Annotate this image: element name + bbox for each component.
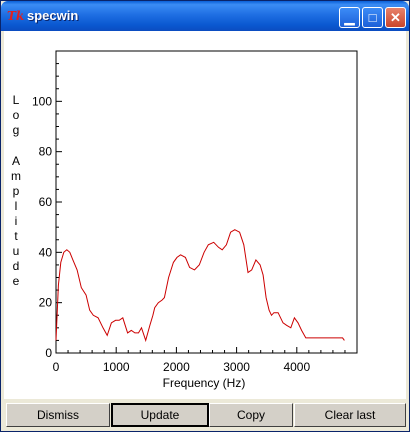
x-tick-label: 2000 bbox=[163, 360, 190, 374]
x-tick-label: 3000 bbox=[223, 360, 250, 374]
y-axis-label-letter: u bbox=[13, 244, 20, 258]
y-tick-label: 40 bbox=[39, 245, 53, 259]
plot-frame bbox=[55, 50, 358, 354]
y-axis-label-letter: i bbox=[15, 214, 18, 228]
y-axis-label-letter: e bbox=[13, 274, 20, 288]
y-axis: 0 20 40 60 80 100 bbox=[32, 50, 62, 360]
y-axis-label-letter: d bbox=[13, 259, 20, 273]
y-axis-label-letter: o bbox=[13, 108, 20, 122]
dismiss-button[interactable]: Dismiss bbox=[6, 403, 110, 427]
x-tick-label: 4000 bbox=[283, 360, 310, 374]
button-bar: Dismiss Update Copy Clear last bbox=[4, 403, 408, 429]
x-axis-label: Frequency (Hz) bbox=[163, 376, 246, 390]
y-tick-label: 100 bbox=[32, 94, 52, 108]
y-axis-label-letter: t bbox=[14, 229, 18, 243]
x-tick-label: 1000 bbox=[103, 360, 130, 374]
y-tick-label: 80 bbox=[39, 145, 53, 159]
update-button[interactable]: Update bbox=[111, 403, 209, 427]
y-axis-label-letter: A bbox=[12, 154, 20, 168]
copy-button[interactable]: Copy bbox=[209, 403, 293, 427]
x-axis: 0 1000 2000 3000 4000 bbox=[53, 347, 346, 374]
window-title: specwin bbox=[27, 8, 79, 23]
y-axis-label-letter: L bbox=[13, 93, 20, 107]
spectrum-chart: 0 20 40 60 80 100 0 1000 2000 3000 4000 Log Amplit… bbox=[11, 50, 358, 390]
maximize-button[interactable]: □ bbox=[362, 7, 383, 28]
spectrum-series-line bbox=[55, 229, 345, 343]
minimize-button[interactable]: ▁ bbox=[339, 7, 360, 28]
maximize-icon: □ bbox=[368, 10, 377, 25]
y-axis-label-letter: g bbox=[13, 123, 20, 137]
y-tick-label: 0 bbox=[45, 346, 52, 360]
y-axis-label-letter: p bbox=[13, 184, 20, 198]
close-button[interactable]: ✕ bbox=[385, 7, 406, 28]
y-tick-label: 60 bbox=[39, 195, 53, 209]
x-tick-label: 0 bbox=[53, 360, 60, 374]
y-tick-label: 20 bbox=[39, 296, 53, 310]
close-icon: ✕ bbox=[390, 10, 401, 25]
title-bar[interactable]: Tk specwin ▁ □ ✕ bbox=[1, 1, 409, 31]
clear-last-button[interactable]: Clear last bbox=[294, 403, 406, 427]
y-axis-label-letter: l bbox=[15, 199, 18, 213]
y-axis-label-letter: m bbox=[11, 169, 21, 183]
tk-feather-icon[interactable]: Tk bbox=[7, 9, 25, 23]
minimize-icon: ▁ bbox=[344, 10, 355, 25]
